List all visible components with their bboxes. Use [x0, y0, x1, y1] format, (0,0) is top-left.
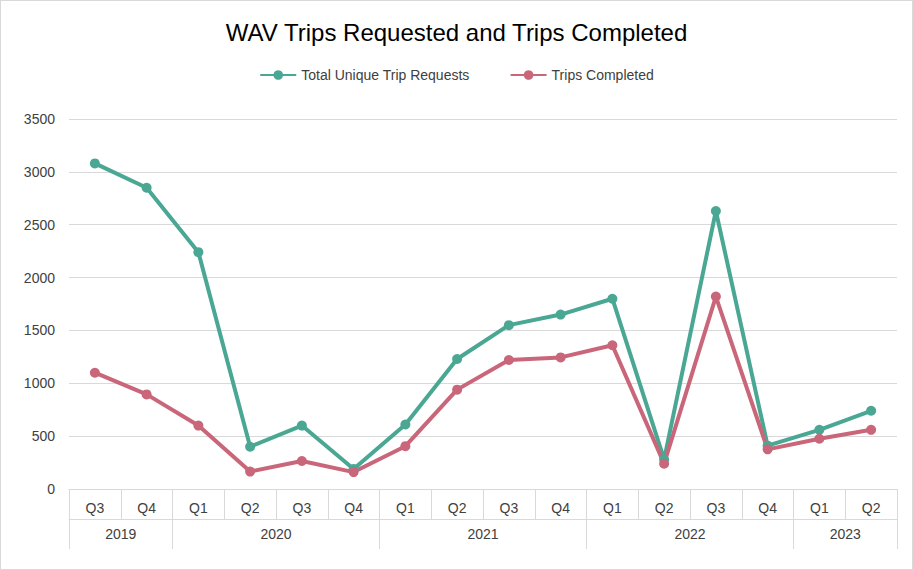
- svg-text:2022: 2022: [674, 526, 705, 542]
- svg-text:1500: 1500: [24, 322, 55, 338]
- svg-text:Total Unique Trip Requests: Total Unique Trip Requests: [301, 67, 469, 83]
- svg-text:Q3: Q3: [500, 500, 519, 516]
- svg-text:500: 500: [32, 428, 56, 444]
- svg-text:2500: 2500: [24, 217, 55, 233]
- svg-text:Q3: Q3: [86, 500, 105, 516]
- svg-text:3500: 3500: [24, 111, 55, 127]
- svg-text:Q2: Q2: [448, 500, 467, 516]
- svg-text:2023: 2023: [830, 526, 861, 542]
- svg-text:Q1: Q1: [603, 500, 622, 516]
- svg-text:Q2: Q2: [862, 500, 881, 516]
- svg-text:Q4: Q4: [758, 500, 777, 516]
- svg-text:Q1: Q1: [189, 500, 208, 516]
- svg-text:3000: 3000: [24, 164, 55, 180]
- svg-text:Q4: Q4: [344, 500, 363, 516]
- svg-text:Q3: Q3: [707, 500, 726, 516]
- svg-text:WAV Trips Requested and Trips: WAV Trips Requested and Trips Completed: [226, 19, 688, 46]
- svg-text:Q1: Q1: [810, 500, 829, 516]
- svg-text:Q4: Q4: [137, 500, 156, 516]
- svg-text:2021: 2021: [467, 526, 498, 542]
- svg-text:2020: 2020: [260, 526, 291, 542]
- svg-text:1000: 1000: [24, 375, 55, 391]
- svg-text:Q2: Q2: [241, 500, 260, 516]
- svg-text:Q2: Q2: [655, 500, 674, 516]
- svg-text:2000: 2000: [24, 270, 55, 286]
- svg-text:Q1: Q1: [396, 500, 415, 516]
- svg-text:2019: 2019: [105, 526, 136, 542]
- svg-text:Q3: Q3: [293, 500, 312, 516]
- svg-text:0: 0: [47, 481, 55, 497]
- svg-text:Q4: Q4: [551, 500, 570, 516]
- svg-text:Trips Completed: Trips Completed: [552, 67, 654, 83]
